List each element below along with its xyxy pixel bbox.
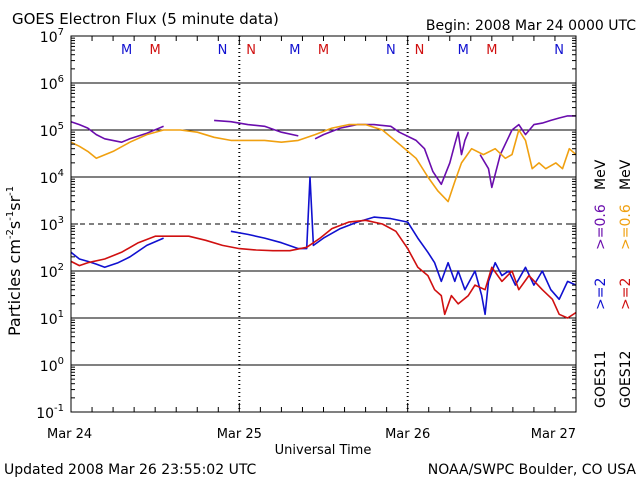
mn-marker: M — [486, 43, 497, 58]
y-tick-label: 103 — [40, 215, 64, 234]
begin-label: Begin: 2008 Mar 24 0000 UTC — [426, 18, 636, 34]
y-tick-exponent: 2 — [58, 262, 64, 273]
y-tick-base: 10 — [40, 218, 58, 234]
y-tick-exponent: 0 — [58, 356, 64, 367]
mn-marker: N — [246, 43, 256, 58]
footer-credit: NOAA/SWPC Boulder, CO USA — [428, 462, 637, 478]
y-tick-exponent: 3 — [58, 215, 64, 226]
y-label-unit: s — [5, 221, 24, 229]
y-tick-exponent: 4 — [58, 168, 64, 179]
y-tick-label: 102 — [40, 262, 64, 281]
y-tick-base: 10 — [40, 312, 58, 328]
y-tick-base: 10 — [40, 265, 58, 281]
x-tick-label: Mar 25 — [217, 427, 262, 442]
y-label-unit: Particles cm — [5, 239, 24, 336]
mn-marker: M — [150, 43, 161, 58]
legend-entry: MeV — [618, 159, 634, 190]
y-tick-exponent: 6 — [58, 74, 64, 85]
y-label-unit: sr — [5, 195, 24, 210]
legend-entry: GOES12 — [618, 351, 634, 408]
legend: GOES11 GOES12 >=2 >=2 >=0.6 >=0.6 MeV MeV — [593, 159, 634, 408]
y-tick-base: 10 — [40, 124, 58, 140]
y-tick-label: 101 — [40, 309, 64, 328]
y-tick-base: 10 — [40, 77, 58, 93]
footer-updated: Updated 2008 Mar 26 23:55:02 UTC — [4, 462, 257, 478]
series-layer — [70, 115, 577, 319]
x-axis-ticks: Mar 24 Mar 25 Mar 26 Mar 27 — [47, 36, 577, 442]
legend-entry: >=0.6 — [593, 204, 609, 250]
y-tick-label: 104 — [40, 168, 64, 187]
y-tick-label: 100 — [40, 356, 64, 375]
series-line-3 — [70, 219, 577, 319]
y-tick-label: 107 — [40, 27, 64, 46]
mn-marker: M — [121, 43, 132, 58]
series-line-2 — [70, 176, 577, 316]
series-line-1 — [70, 123, 577, 203]
y-axis-label: Particles cm-2s-1sr-1 — [5, 186, 24, 336]
x-tick-label: Mar 26 — [385, 427, 430, 442]
mn-marker: N — [386, 43, 396, 58]
y-tick-base: 10 — [40, 359, 58, 375]
legend-entry: GOES11 — [593, 351, 609, 408]
y-tick-label: 106 — [40, 74, 64, 93]
mn-marker: M — [289, 43, 300, 58]
y-label-exponent: -2 — [5, 229, 16, 239]
mn-marker: M — [318, 43, 329, 58]
legend-entry: >=0.6 — [618, 204, 634, 250]
legend-entry: >=2 — [593, 278, 609, 310]
y-tick-exponent: 5 — [58, 121, 64, 132]
y-tick-exponent: 7 — [58, 27, 64, 38]
legend-entry: >=2 — [618, 278, 634, 310]
y-tick-base: 10 — [36, 406, 54, 422]
y-tick-label: 105 — [40, 121, 64, 140]
y-tick-base: 10 — [40, 30, 58, 46]
x-tick-label: Mar 24 — [47, 427, 92, 442]
x-tick-label: Mar 27 — [531, 427, 576, 442]
mn-marker: N — [218, 43, 228, 58]
mn-marker: N — [415, 43, 425, 58]
y-label-exponent: -1 — [5, 211, 16, 221]
y-tick-exponent: -1 — [54, 403, 64, 414]
chart-title: GOES Electron Flux (5 minute data) — [12, 10, 279, 28]
y-label-exponent: -1 — [5, 186, 16, 196]
y-tick-exponent: 1 — [58, 309, 64, 320]
mn-marker: N — [554, 43, 564, 58]
x-axis-label: Universal Time — [275, 443, 372, 458]
mn-marker: M — [458, 43, 469, 58]
series-line-0 — [70, 115, 576, 189]
y-tick-base: 10 — [40, 171, 58, 187]
y-tick-label: 10-1 — [36, 403, 64, 422]
legend-entry: MeV — [593, 159, 609, 190]
